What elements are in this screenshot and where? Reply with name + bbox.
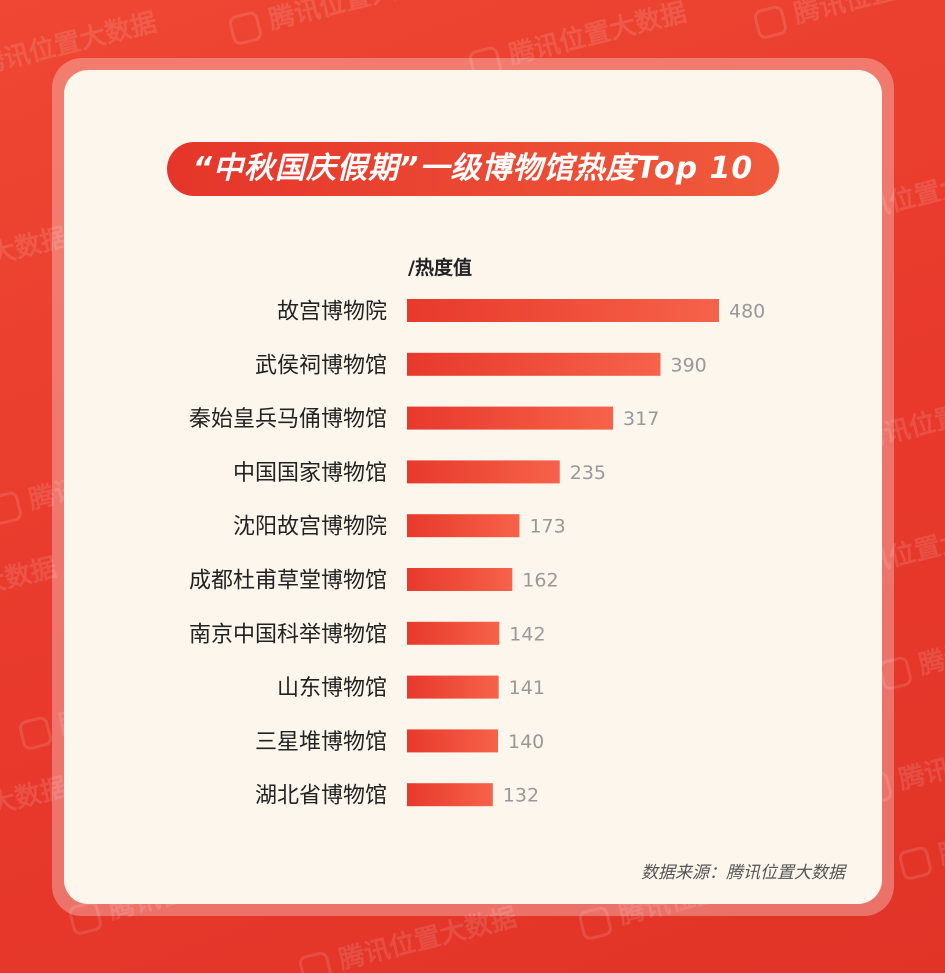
category-label: 秦始皇兵马俑博物馆 <box>189 407 387 432</box>
value-label: 162 <box>522 570 558 592</box>
bar <box>407 621 500 645</box>
value-label: 142 <box>509 623 545 645</box>
value-label: 132 <box>503 785 539 807</box>
value-label: 173 <box>529 516 565 538</box>
source-note: 数据来源：腾讯位置大数据 <box>641 863 845 883</box>
category-label: 中国国家博物馆 <box>233 461 387 486</box>
bar <box>407 460 560 484</box>
bar <box>407 352 661 376</box>
value-label: 141 <box>509 677 545 699</box>
bar <box>407 675 499 699</box>
category-label: 故宫博物院 <box>277 300 387 325</box>
category-label: 湖北省博物馆 <box>255 784 387 809</box>
category-label: 沈阳故宫博物院 <box>233 515 387 540</box>
bar <box>407 568 513 591</box>
category-label: 成都杜甫草堂博物馆 <box>189 569 387 594</box>
bar <box>407 783 493 807</box>
chart-card <box>64 70 882 904</box>
category-label: 南京中国科举博物馆 <box>189 622 387 647</box>
bars-group: 故宫博物院 480 武侯祠博物馆 390 秦始皇兵马俑博物馆 317 中国国家博物馆 235 沈… <box>189 299 765 809</box>
category-label: 武侯祠博物馆 <box>255 353 387 378</box>
bar <box>407 729 498 753</box>
category-label: 山东博物馆 <box>277 676 387 701</box>
bar <box>407 406 614 430</box>
value-label: 317 <box>623 408 659 430</box>
unit-label: /热度值 <box>408 256 472 279</box>
bar <box>407 514 520 538</box>
category-label: 三星堆博物馆 <box>255 730 387 755</box>
value-label: 480 <box>729 301 765 323</box>
bar <box>407 299 719 322</box>
value-label: 140 <box>508 731 544 753</box>
value-label: 235 <box>570 462 606 484</box>
value-label: 390 <box>671 354 707 376</box>
chart-title: “中秋国庆假期”一级博物馆热度Top 10 <box>167 142 779 196</box>
